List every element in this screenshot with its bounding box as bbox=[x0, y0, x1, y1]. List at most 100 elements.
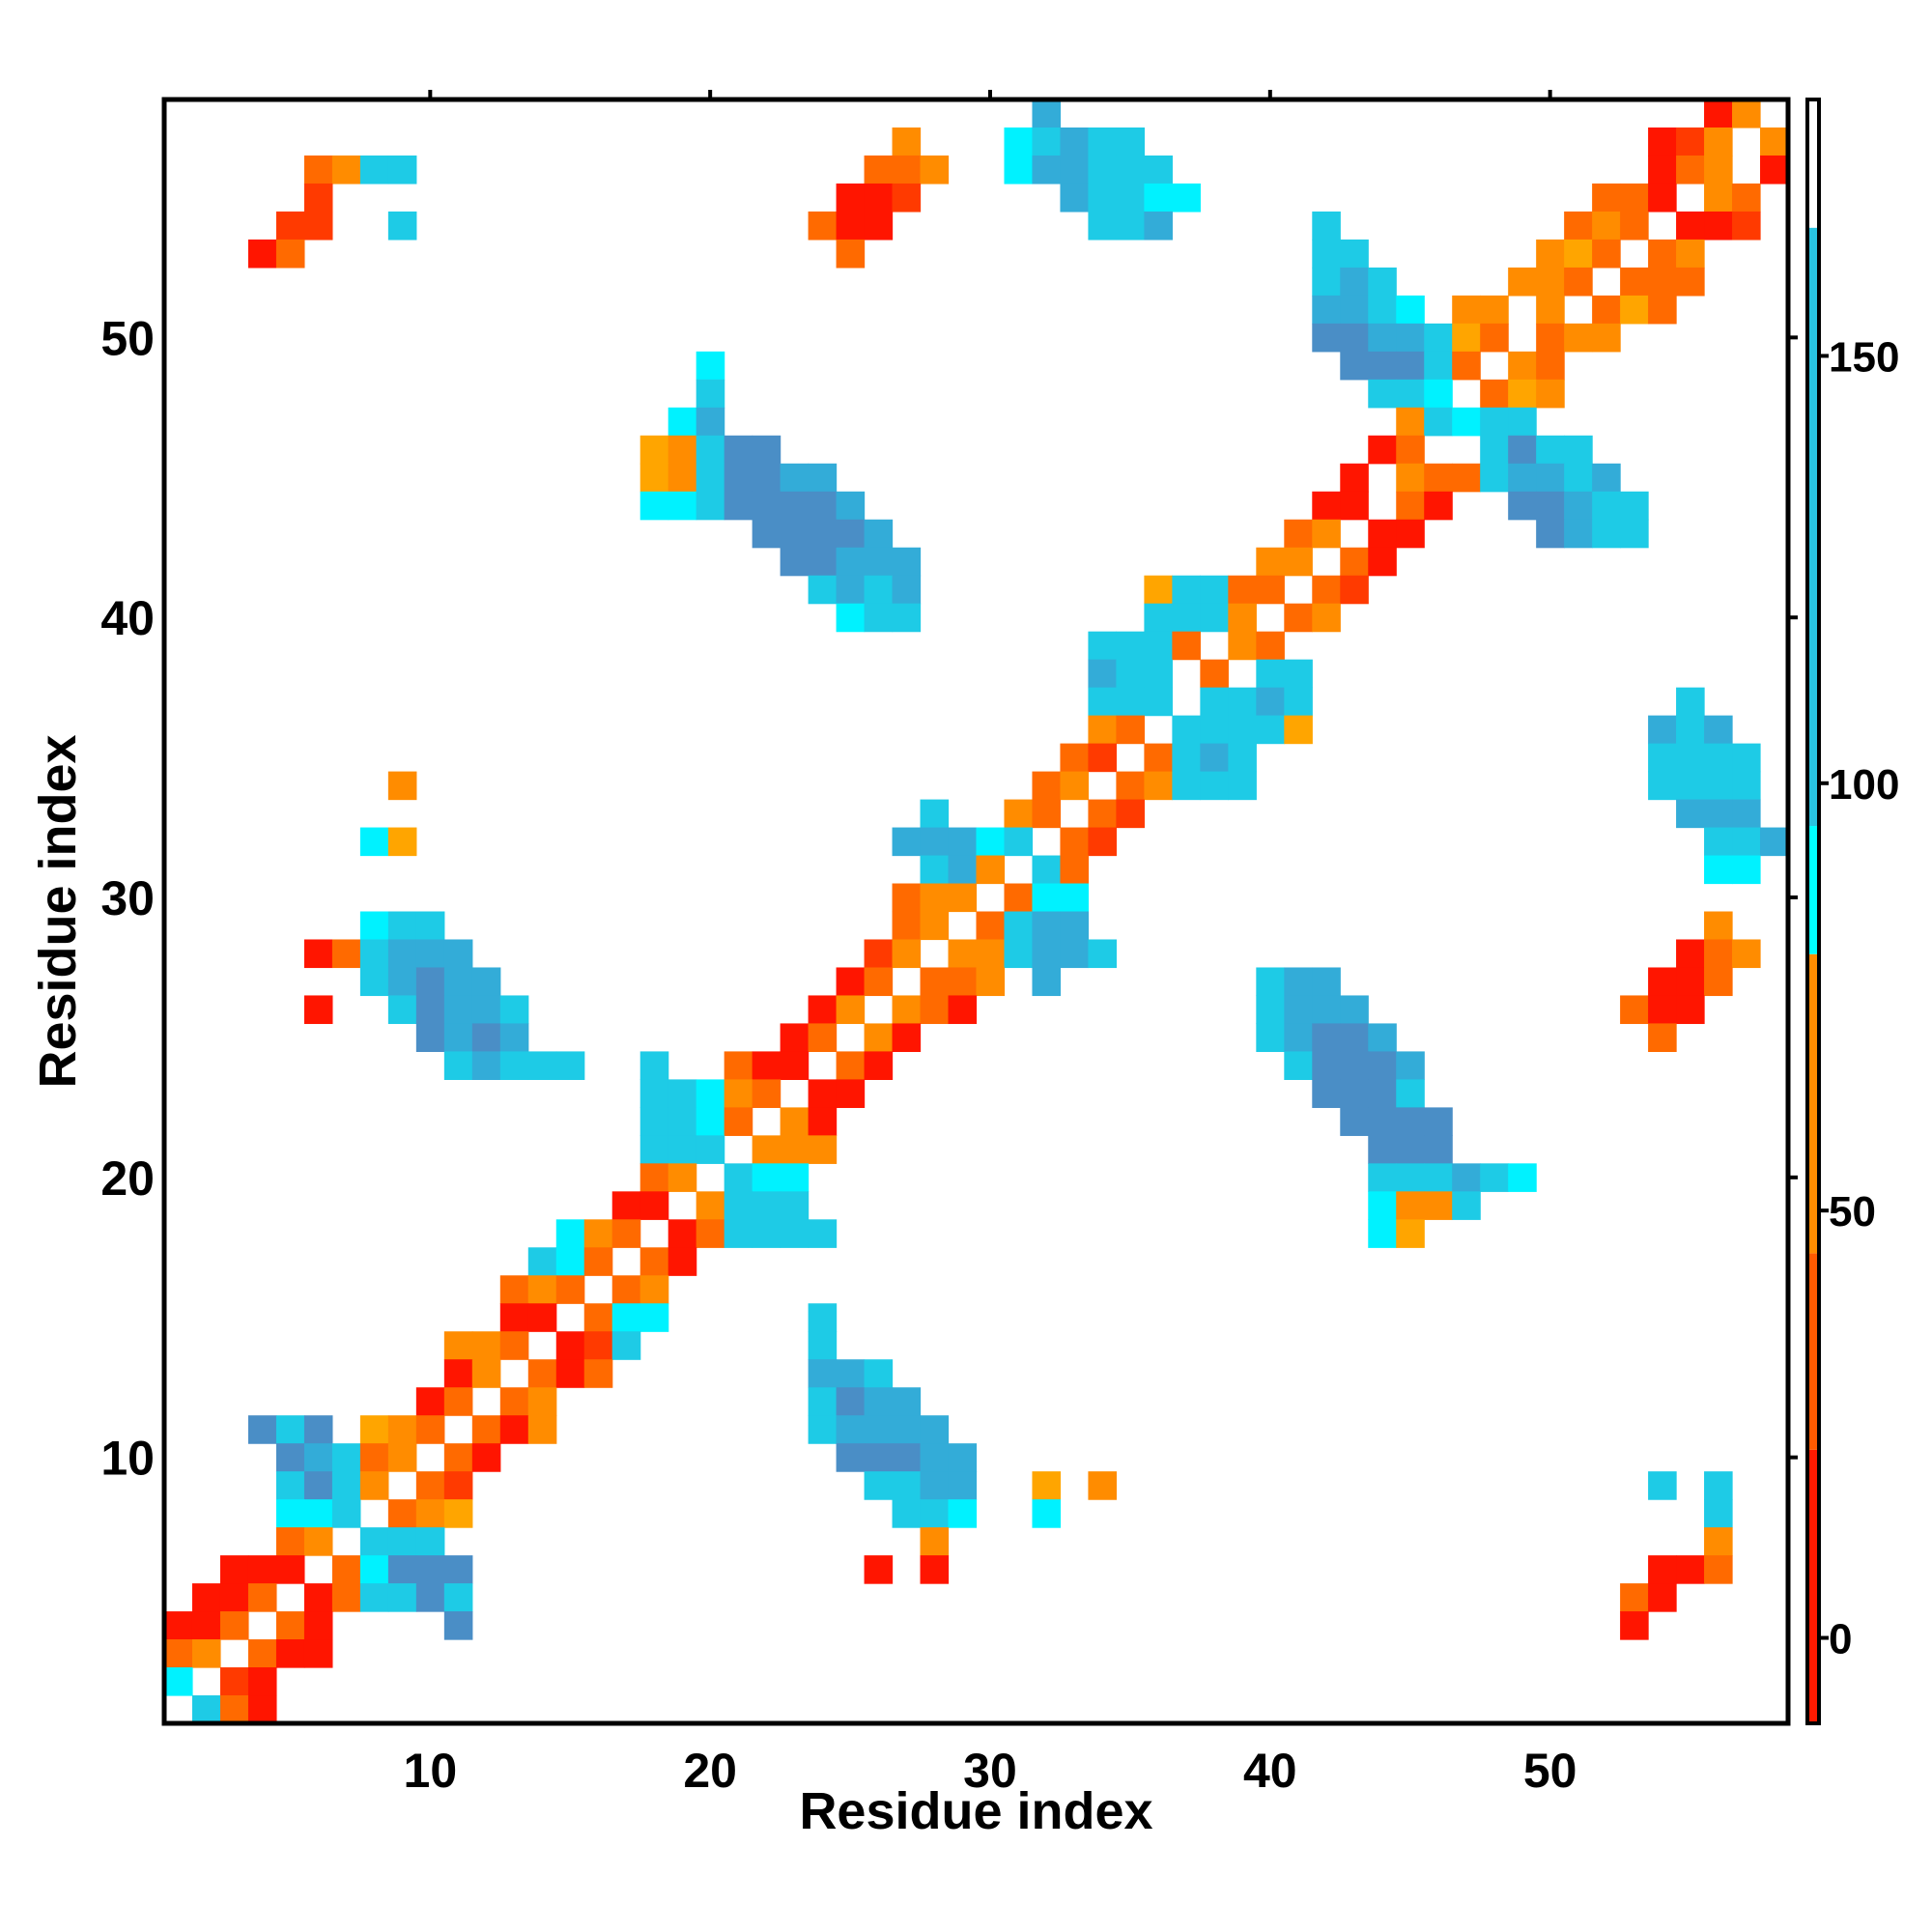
heatmap-cell bbox=[920, 1527, 950, 1556]
heatmap-cell bbox=[1508, 351, 1537, 381]
colorbar-frame bbox=[1805, 98, 1821, 1725]
heatmap-cell bbox=[415, 939, 445, 969]
heatmap-cell bbox=[1088, 1471, 1118, 1500]
heatmap-cell bbox=[1676, 687, 1705, 717]
heatmap-cell bbox=[1200, 743, 1229, 773]
heatmap-cell bbox=[1704, 99, 1733, 128]
heatmap-cell bbox=[780, 1191, 810, 1220]
heatmap-cell bbox=[1508, 491, 1537, 521]
heatmap-cell bbox=[724, 1051, 753, 1080]
heatmap-cell bbox=[1536, 267, 1565, 297]
y-axis-title: Residue index bbox=[29, 734, 87, 1088]
heatmap-cell bbox=[864, 211, 894, 241]
heatmap-cell bbox=[1620, 491, 1649, 521]
heatmap-cell bbox=[275, 1639, 305, 1668]
heatmap-cell bbox=[639, 1135, 669, 1164]
heatmap-cell bbox=[920, 1499, 950, 1528]
heatmap-cell bbox=[1704, 939, 1733, 969]
heatmap-cell bbox=[1032, 771, 1062, 801]
heatmap-cell bbox=[1732, 211, 1761, 241]
heatmap-cell bbox=[780, 463, 810, 493]
heatmap-cell bbox=[1340, 491, 1369, 521]
heatmap-cell bbox=[611, 1191, 641, 1220]
heatmap-cell bbox=[359, 155, 389, 185]
heatmap-cell bbox=[387, 1555, 417, 1584]
heatmap-cell bbox=[191, 1611, 221, 1640]
heatmap-cell bbox=[1452, 1163, 1481, 1192]
heatmap-cell bbox=[1424, 407, 1453, 437]
heatmap-cell bbox=[836, 1415, 866, 1444]
heatmap-cell bbox=[724, 491, 753, 521]
heatmap-cell bbox=[780, 491, 810, 521]
heatmap-cell bbox=[696, 435, 725, 465]
heatmap-cell bbox=[1592, 323, 1621, 353]
heatmap-cell bbox=[331, 1443, 361, 1472]
heatmap-cell bbox=[1312, 1079, 1341, 1108]
heatmap-cell bbox=[555, 1219, 585, 1248]
colorbar-tick-label: 50 bbox=[1829, 1188, 1876, 1236]
heatmap-cell bbox=[864, 155, 894, 185]
heatmap-cell bbox=[1368, 379, 1397, 409]
heatmap-cell bbox=[696, 379, 725, 409]
heatmap-cell bbox=[1396, 379, 1425, 409]
heatmap-cell bbox=[443, 1331, 473, 1360]
heatmap-cell bbox=[1704, 827, 1733, 857]
heatmap-cell bbox=[1116, 631, 1145, 661]
heatmap-cell bbox=[443, 1555, 473, 1584]
heatmap-cell bbox=[1284, 687, 1313, 717]
heatmap-cell bbox=[443, 1611, 473, 1640]
colorbar-tick-label: 150 bbox=[1829, 333, 1899, 381]
colorbar-band bbox=[1807, 826, 1819, 954]
heatmap-cell bbox=[331, 1471, 361, 1500]
heatmap-cell bbox=[1396, 491, 1425, 521]
heatmap-cell bbox=[1200, 603, 1229, 633]
heatmap-cell bbox=[1424, 1107, 1453, 1136]
heatmap-cell bbox=[1340, 995, 1369, 1025]
heatmap-cell bbox=[387, 827, 417, 857]
heatmap-cell bbox=[303, 1527, 333, 1556]
heatmap-cell bbox=[247, 1639, 277, 1668]
heatmap-cell bbox=[920, 799, 950, 829]
heatmap-cell bbox=[920, 883, 950, 913]
heatmap-cell bbox=[415, 1527, 445, 1556]
heatmap-cell bbox=[1536, 323, 1565, 353]
heatmap-cell bbox=[303, 1611, 333, 1640]
heatmap-cell bbox=[1620, 1611, 1649, 1640]
heatmap-cell bbox=[808, 995, 838, 1025]
heatmap-cell bbox=[808, 1331, 838, 1360]
heatmap-cell bbox=[247, 1415, 277, 1444]
heatmap-cell bbox=[1284, 547, 1313, 577]
heatmap-cell bbox=[724, 1163, 753, 1192]
heatmap-cell bbox=[976, 939, 1006, 969]
heatmap-cell bbox=[808, 519, 838, 549]
heatmap-cell bbox=[1340, 1023, 1369, 1053]
heatmap-cell bbox=[976, 827, 1006, 857]
heatmap-cell bbox=[1088, 211, 1118, 241]
y-tick-label: 30 bbox=[100, 871, 155, 925]
heatmap-cell bbox=[920, 855, 950, 885]
colorbar-band bbox=[1807, 1449, 1819, 1723]
heatmap-cell bbox=[892, 603, 922, 633]
heatmap-cell bbox=[639, 1303, 669, 1332]
heatmap-cell bbox=[639, 1163, 669, 1192]
heatmap-cell bbox=[1396, 463, 1425, 493]
heatmap-cell bbox=[1732, 827, 1761, 857]
heatmap-cell bbox=[387, 155, 417, 185]
heatmap-cell bbox=[1676, 211, 1705, 241]
heatmap-cell bbox=[892, 127, 922, 156]
heatmap-cell bbox=[303, 211, 333, 241]
heatmap-cell bbox=[275, 1443, 305, 1472]
heatmap-cell bbox=[1088, 743, 1118, 773]
heatmap-cell bbox=[836, 547, 866, 577]
heatmap-cell bbox=[1676, 127, 1705, 156]
heatmap-cell bbox=[1172, 743, 1201, 773]
heatmap-cell bbox=[415, 1555, 445, 1584]
heatmap-cell bbox=[499, 1331, 529, 1360]
heatmap-cell bbox=[1256, 631, 1285, 661]
heatmap-cell bbox=[808, 547, 838, 577]
heatmap-cell bbox=[1620, 519, 1649, 549]
heatmap-cell bbox=[1592, 295, 1621, 325]
heatmap-cell bbox=[864, 1051, 894, 1080]
heatmap-cell bbox=[1284, 603, 1313, 633]
heatmap-cell bbox=[1004, 827, 1034, 857]
